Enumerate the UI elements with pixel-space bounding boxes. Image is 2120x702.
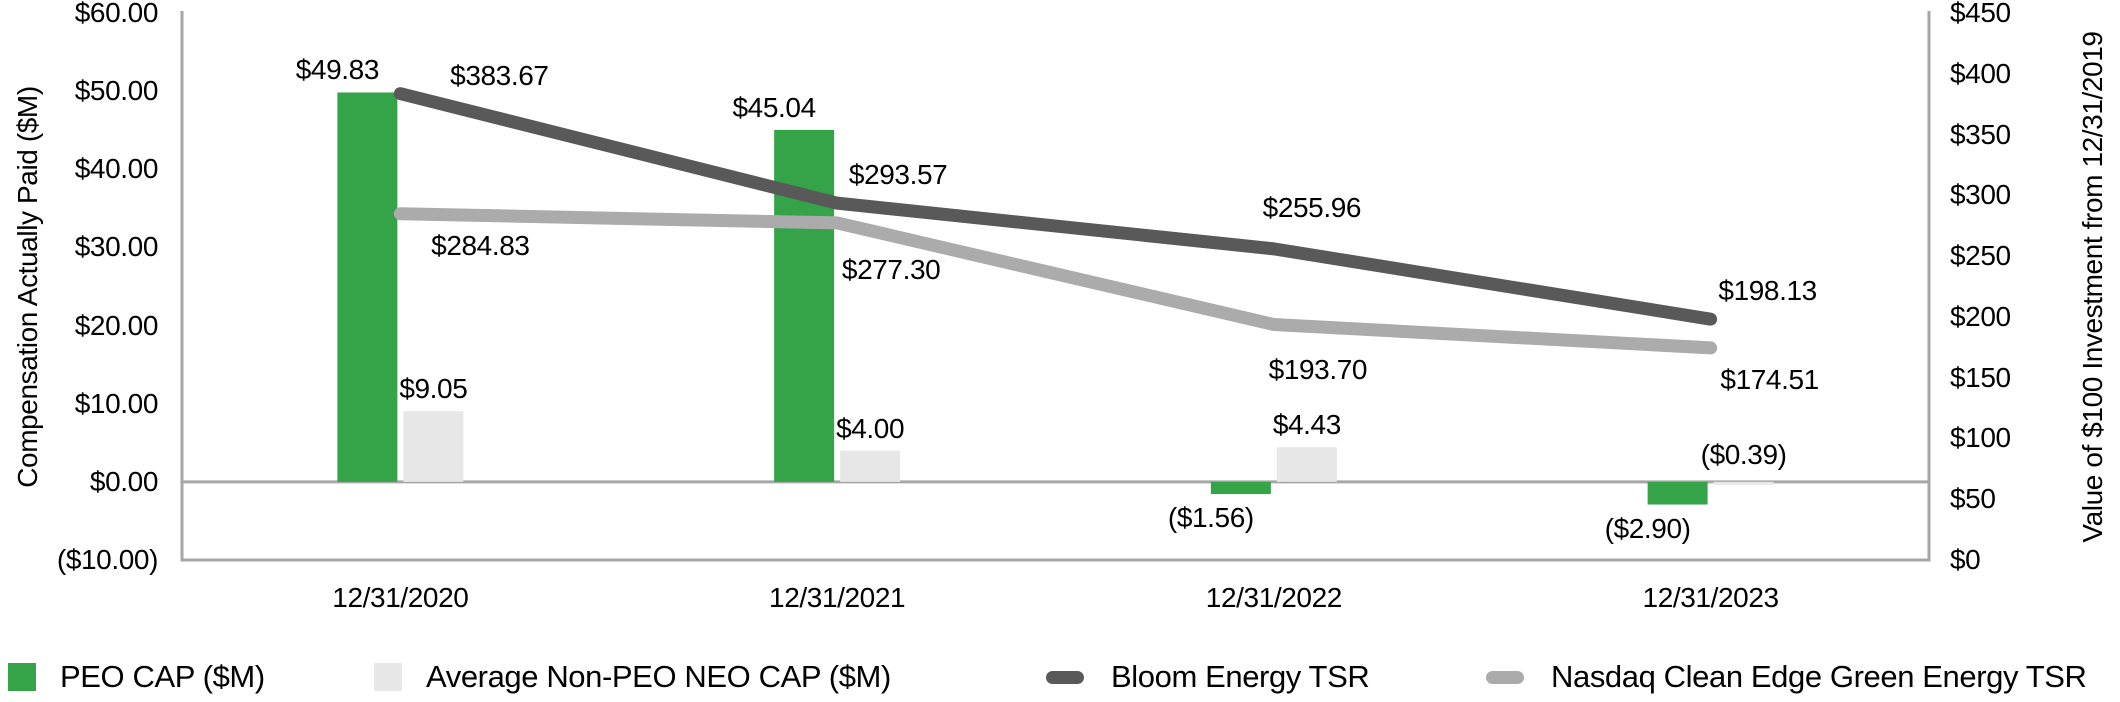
x-axis-label: 12/31/2021 (769, 582, 906, 613)
legend-item-nasdaq-tsr: Nasdaq Clean Edge Green Energy TSR (1486, 659, 2087, 695)
nasdaq-clean-edge-green-energy-tsr-data-label: $284.83 (431, 229, 530, 261)
bloom-energy-tsr-line (393, 87, 1718, 326)
right-axis-title: Value of $100 Investment from 12/31/2019 (2077, 31, 2108, 543)
nasdaq-tsr-line-swatch-icon (1486, 670, 1524, 684)
average-non-peo-neo-cap-m-bar-12/31/2022 (1276, 447, 1337, 482)
bloom-energy-tsr-data-label: $293.57 (848, 159, 948, 191)
peo-cap-m-bar-12/31/2023 (1647, 481, 1708, 505)
nasdaq-clean-edge-green-energy-tsr-data-label: $277.30 (841, 253, 941, 285)
right-axis-tick-label: $400 (1950, 57, 2011, 89)
average-non-peo-neo-cap-m-data-label: $9.05 (399, 373, 468, 405)
right-axis-tick-label: $350 (1950, 118, 2011, 150)
right-axis-tick-label: $300 (1950, 179, 2011, 211)
left-axis-tick-label: $50.00 (74, 75, 159, 107)
peo-cap-m-data-label: ($2.90) (1604, 512, 1691, 544)
average-non-peo-neo-cap-m-bar-12/31/2020 (403, 411, 464, 482)
peo-cap-m-data-label: $45.04 (732, 91, 817, 123)
left-axis-tick-label: $0.00 (89, 465, 158, 497)
legend-item-peo-cap: PEO CAP ($M) (8, 659, 265, 695)
nasdaq-clean-edge-green-energy-tsr-data-label: $174.51 (1720, 363, 1819, 395)
legend-label: Bloom Energy TSR (1111, 659, 1370, 694)
bloom-energy-tsr-data-label: $255.96 (1262, 191, 1362, 223)
left-axis-tick-label: $60.00 (74, 0, 159, 28)
non-peo-cap-swatch-icon (374, 663, 402, 691)
right-axis-tick-label: $0 (1950, 544, 1981, 575)
average-non-peo-neo-cap-m-data-label: $4.00 (836, 412, 905, 444)
left-axis-tick-label: $30.00 (74, 231, 159, 263)
peo-cap-m-bar-12/31/2022 (1210, 481, 1271, 495)
legend-label: Average Non-PEO NEO CAP ($M) (426, 659, 891, 694)
left-axis-title: Compensation Actually Paid ($M) (12, 86, 43, 488)
right-axis-tick-label: $150 (1950, 361, 2011, 393)
nasdaq-clean-edge-green-energy-tsr-line (393, 207, 1718, 355)
legend-item-bloom-tsr: Bloom Energy TSR (1046, 659, 1370, 695)
legend-label: Nasdaq Clean Edge Green Energy TSR (1551, 659, 2087, 694)
right-axis-tick-label: $450 (1950, 0, 2011, 28)
x-axis-label: 12/31/2020 (332, 582, 469, 613)
legend-label: PEO CAP ($M) (60, 659, 265, 694)
bloom-energy-tsr-data-label: $198.13 (1718, 275, 1817, 307)
right-axis-tick-label: $250 (1950, 240, 2011, 272)
average-non-peo-neo-cap-m-bar-12/31/2023 (1713, 481, 1774, 485)
peo-cap-m-data-label: $49.83 (295, 54, 380, 86)
bloom-tsr-line-swatch-icon (1046, 670, 1084, 684)
right-axis-tick-label: $100 (1950, 422, 2011, 454)
left-axis-tick-label: $40.00 (74, 153, 159, 185)
peo-cap-m-bar-12/31/2020 (337, 92, 398, 482)
average-non-peo-neo-cap-m-data-label: ($0.39) (1700, 439, 1787, 470)
right-axis-tick-label: $50 (1950, 483, 1996, 515)
x-axis-label: 12/31/2023 (1642, 582, 1780, 613)
peo-cap-m-data-label: ($1.56) (1167, 502, 1254, 534)
average-non-peo-neo-cap-m-bar-12/31/2021 (840, 450, 901, 482)
left-axis-tick-label: $10.00 (74, 387, 159, 419)
bloom-energy-tsr-data-label: $383.67 (450, 59, 549, 91)
right-axis-tick-label: $200 (1950, 300, 2011, 332)
left-axis-tick-label: $20.00 (74, 309, 159, 341)
x-axis-label: 12/31/2022 (1205, 582, 1343, 613)
peo-cap-m-bar-12/31/2021 (774, 129, 835, 482)
legend-item-non-peo-cap: Average Non-PEO NEO CAP ($M) (374, 659, 891, 695)
nasdaq-clean-edge-green-energy-tsr-data-label: $193.70 (1268, 353, 1368, 385)
average-non-peo-neo-cap-m-data-label: $4.43 (1272, 409, 1341, 441)
left-axis-tick-label: ($10.00) (56, 544, 158, 575)
peo-cap-swatch-icon (8, 663, 36, 691)
